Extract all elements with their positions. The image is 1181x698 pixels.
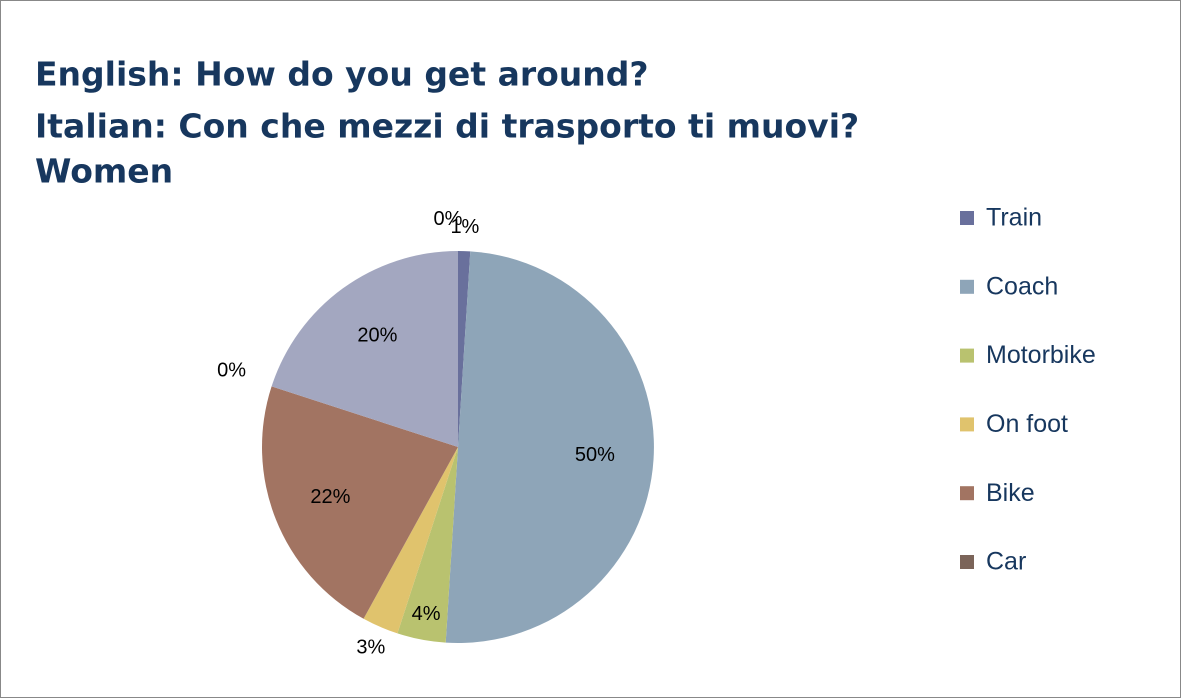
- value-label: 4%: [412, 603, 441, 625]
- pie-slice: [271, 251, 458, 447]
- value-label: 1%: [450, 216, 479, 238]
- value-label: 0%: [434, 208, 463, 230]
- pie-slice: [445, 251, 654, 643]
- pie-slice: [397, 447, 458, 643]
- legend-swatch: [960, 279, 974, 294]
- legend-label: Bike: [986, 479, 1035, 507]
- legend-label: Car: [986, 548, 1026, 576]
- value-label: 22%: [310, 486, 350, 508]
- chart-title: English: How do you get around?: [35, 55, 649, 94]
- value-label: 20%: [357, 324, 397, 346]
- legend-swatch: [960, 417, 974, 432]
- value-label: 0%: [217, 359, 246, 381]
- value-label: 50%: [575, 444, 615, 466]
- legend-label: On foot: [986, 410, 1068, 438]
- legend-swatch: [960, 486, 974, 501]
- legend-label: Coach: [986, 272, 1058, 300]
- pie-slice: [458, 251, 471, 447]
- legend-label: Motorbike: [986, 341, 1096, 369]
- pie-slice: [262, 386, 458, 619]
- legend-swatch: [960, 555, 974, 569]
- legend-label: Train: [986, 204, 1042, 232]
- chart-title: Women: [35, 152, 173, 191]
- pie-slice: [363, 447, 458, 634]
- legend-swatch: [960, 348, 974, 363]
- chart-title: Italian: Con che mezzi di trasporto ti m…: [35, 107, 859, 146]
- value-label: 3%: [356, 637, 385, 659]
- legend-swatch: [960, 211, 974, 225]
